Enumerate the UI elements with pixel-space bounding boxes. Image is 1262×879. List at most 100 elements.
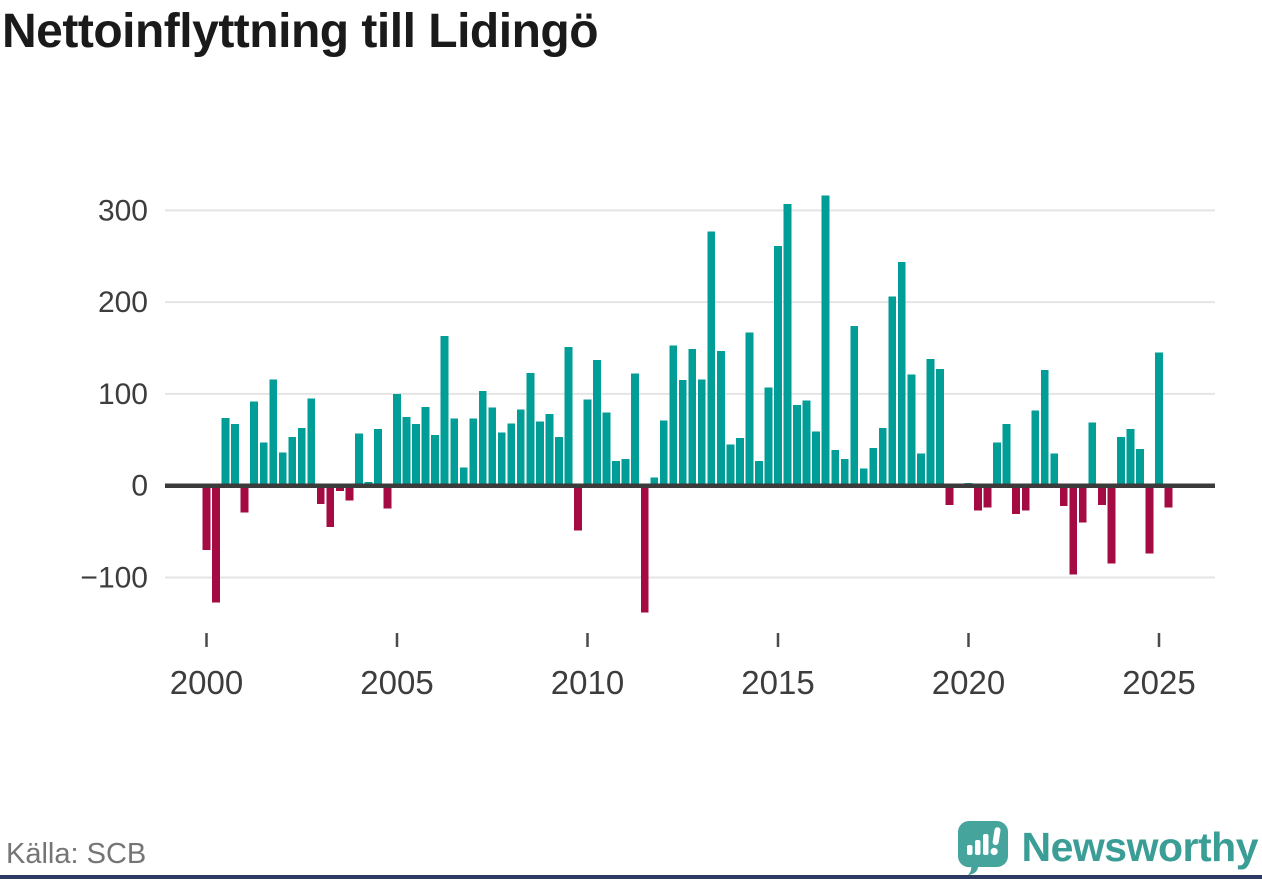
bar-2000Q4 xyxy=(231,424,239,484)
bar-2017Q2 xyxy=(859,468,868,484)
bar-2021Q4 xyxy=(1031,410,1040,484)
bar-2002Q3 xyxy=(297,427,306,484)
y-tick-label: 300 xyxy=(98,194,148,227)
x-tick-label: 2025 xyxy=(1122,664,1195,701)
x-tick-label: 2015 xyxy=(741,664,814,701)
bar-2022Q1 xyxy=(1040,370,1049,484)
bar-2021Q2 xyxy=(1012,487,1021,515)
bar-2015Q1 xyxy=(774,246,782,484)
bar-2013Q4 xyxy=(726,444,735,484)
bar-2012Q1 xyxy=(659,420,668,484)
bar-2002Q1 xyxy=(278,452,287,484)
bar-2016Q4 xyxy=(840,459,849,484)
x-tick-label: 2005 xyxy=(360,664,433,701)
bar-2016Q1 xyxy=(812,431,820,484)
bar-2003Q3 xyxy=(335,487,344,492)
bar-2014Q1 xyxy=(736,437,744,484)
bar-2014Q4 xyxy=(764,387,773,484)
bar-2007Q2 xyxy=(478,391,487,484)
bar-2024Q2 xyxy=(1126,428,1135,484)
bar-2011Q2 xyxy=(631,373,640,484)
x-tick-label: 2010 xyxy=(551,664,624,701)
bar-2024Q3 xyxy=(1136,448,1144,484)
bar-2022Q2 xyxy=(1050,453,1059,484)
bar-2008Q3 xyxy=(526,372,535,484)
bar-2022Q4 xyxy=(1069,487,1078,575)
bar-2016Q2 xyxy=(821,195,830,484)
bar-2025Q2 xyxy=(1164,487,1173,508)
bar-2022Q3 xyxy=(1059,487,1068,506)
bottom-accent-bar xyxy=(0,875,1262,879)
bar-2003Q4 xyxy=(345,487,354,501)
bar-2021Q1 xyxy=(1002,424,1011,484)
bar-2010Q2 xyxy=(593,359,601,484)
bar-2006Q2 xyxy=(440,336,449,484)
bar-2009Q2 xyxy=(555,437,563,484)
bar-2020Q4 xyxy=(993,442,1001,484)
bar-2018Q1 xyxy=(888,296,897,484)
bar-2024Q4 xyxy=(1145,487,1154,554)
bar-2005Q4 xyxy=(421,406,430,484)
y-tick-label: 200 xyxy=(98,286,148,319)
bar-2019Q3 xyxy=(945,487,954,505)
bar-2009Q4 xyxy=(574,487,582,531)
bar-2011Q1 xyxy=(621,459,630,484)
bar-2000Q3 xyxy=(221,417,230,484)
bar-2025Q1 xyxy=(1155,352,1163,484)
source-label: Källa: SCB xyxy=(6,838,147,870)
bar-2004Q2 xyxy=(364,482,373,484)
bar-2008Q4 xyxy=(535,421,544,484)
bar-2007Q1 xyxy=(469,418,478,484)
bar-2013Q2 xyxy=(707,231,716,484)
y-axis-labels: 300 200 100 0 −100 xyxy=(80,194,148,594)
bar-2008Q1 xyxy=(507,423,516,484)
bar-2008Q2 xyxy=(516,409,525,484)
net-migration-bar-chart: 300 200 100 0 −100 2000 2005 2010 2015 2020 2025 xyxy=(80,194,1215,701)
bar-2005Q2 xyxy=(402,416,411,484)
bar-2017Q1 xyxy=(850,326,859,484)
bar-2000Q1 xyxy=(202,487,211,550)
bar-2011Q4 xyxy=(650,477,659,484)
bar-2010Q4 xyxy=(612,460,620,484)
bar-2000Q2 xyxy=(212,487,220,603)
bar-2001Q2 xyxy=(250,401,259,484)
bar-2018Q4 xyxy=(916,453,925,484)
bar-2004Q4 xyxy=(383,487,392,509)
bar-2003Q2 xyxy=(326,487,335,527)
bar-2013Q3 xyxy=(716,350,725,484)
chart-title: Nettoinflyttning till Lidingö xyxy=(2,5,599,58)
bar-2023Q3 xyxy=(1097,487,1106,505)
y-tick-label: −100 xyxy=(80,561,148,594)
bar-2015Q2 xyxy=(783,203,792,484)
y-tick-label: 100 xyxy=(98,378,148,411)
bar-2002Q2 xyxy=(288,437,297,484)
bar-2024Q1 xyxy=(1117,437,1125,484)
bar-2020Q3 xyxy=(983,487,992,508)
bar-2020Q1 xyxy=(964,482,973,484)
bar-2010Q3 xyxy=(602,412,611,484)
bar-2009Q1 xyxy=(545,414,554,484)
newsworthy-logo-icon xyxy=(957,821,1008,875)
bar-2004Q3 xyxy=(374,428,382,484)
bar-2007Q3 xyxy=(488,407,497,484)
bar-2018Q2 xyxy=(897,261,906,484)
bar-2010Q1 xyxy=(583,399,592,484)
bar-2012Q2 xyxy=(669,345,678,484)
x-tick-label: 2000 xyxy=(170,664,243,701)
bar-2004Q1 xyxy=(355,433,363,484)
bar-2017Q4 xyxy=(878,427,887,484)
y-tick-label: 0 xyxy=(131,470,148,503)
bar-2009Q3 xyxy=(564,347,573,484)
bar-2019Q1 xyxy=(926,359,935,484)
bar-2023Q1 xyxy=(1078,487,1087,523)
bar-2007Q4 xyxy=(497,432,506,484)
bar-2015Q3 xyxy=(793,404,801,484)
bar-2023Q2 xyxy=(1088,422,1097,484)
bar-2015Q4 xyxy=(802,400,811,484)
brand-name: Newsworthy xyxy=(1021,823,1259,870)
bar-2002Q4 xyxy=(307,398,316,484)
x-tick-label: 2020 xyxy=(932,664,1005,701)
bar-2018Q3 xyxy=(907,374,916,484)
bar-2014Q3 xyxy=(755,460,763,484)
